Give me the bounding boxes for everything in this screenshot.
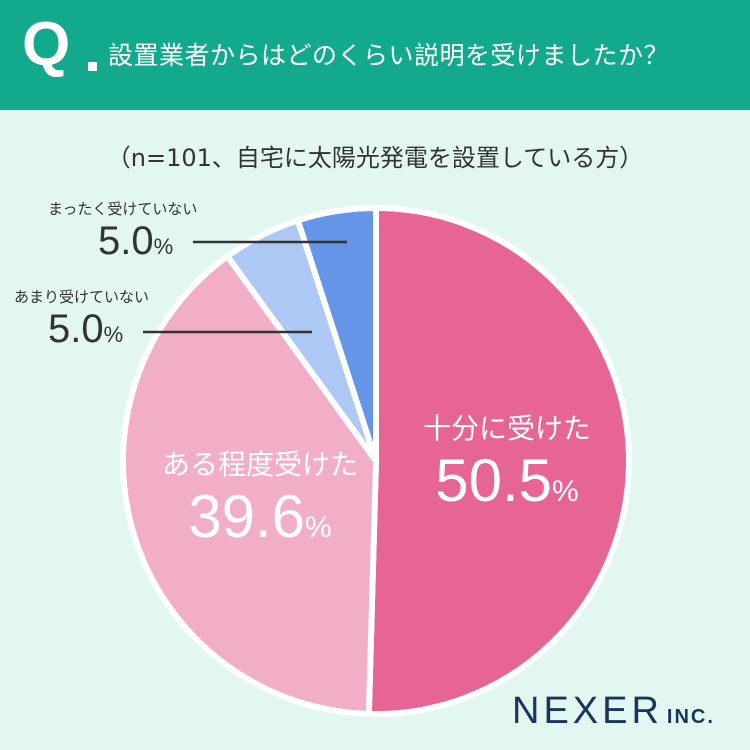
slice-value-line: 5.0% xyxy=(98,219,197,263)
company-logo: NEXER INC. xyxy=(512,690,715,733)
question-title: 設置業者からはどのくらい説明を受けましたか？ xyxy=(108,41,670,70)
slice-name: 十分に受けた xyxy=(422,412,591,445)
header-bar: Q 設置業者からはどのくらい説明を受けましたか？ xyxy=(0,0,750,110)
question-mark-q: Q xyxy=(22,10,71,79)
slice-name: ある程度受けた xyxy=(161,448,358,481)
slice-value: 39.6 xyxy=(188,482,306,550)
pie-slice-3 xyxy=(294,205,379,464)
logo-inc: INC. xyxy=(666,706,715,728)
pie-slice-1 xyxy=(120,253,379,717)
pie-slices xyxy=(120,205,632,717)
slice-label-sufficient: 十分に受けた 50.5% xyxy=(402,412,612,515)
question-mark-dot xyxy=(88,62,97,71)
outer-label-not-at-all: まったく受けていない 5.0% xyxy=(48,198,197,263)
slice-value-line: 39.6% xyxy=(145,482,375,551)
slice-label-somewhat: ある程度受けた 39.6% xyxy=(145,448,375,551)
slice-value: 50.5 xyxy=(435,446,553,514)
slice-name: まったく受けていない xyxy=(48,200,198,218)
logo-main: NEXER xyxy=(512,690,663,732)
percent-unit: % xyxy=(552,474,579,508)
slice-value: 5.0 xyxy=(48,307,104,351)
slice-name: あまり受けていない xyxy=(14,288,150,306)
slice-value-line: 50.5% xyxy=(402,446,612,515)
slice-value: 5.0 xyxy=(98,219,154,263)
slice-value-line: 5.0% xyxy=(48,307,149,351)
chart-subtitle: （n=101、自宅に太陽光発電を設置している方） xyxy=(106,144,644,172)
percent-unit: % xyxy=(103,322,124,347)
percent-unit: % xyxy=(153,234,174,259)
outer-label-not-much: あまり受けていない 5.0% xyxy=(14,286,149,351)
pie-slice-0 xyxy=(365,205,632,717)
percent-unit: % xyxy=(305,510,332,544)
